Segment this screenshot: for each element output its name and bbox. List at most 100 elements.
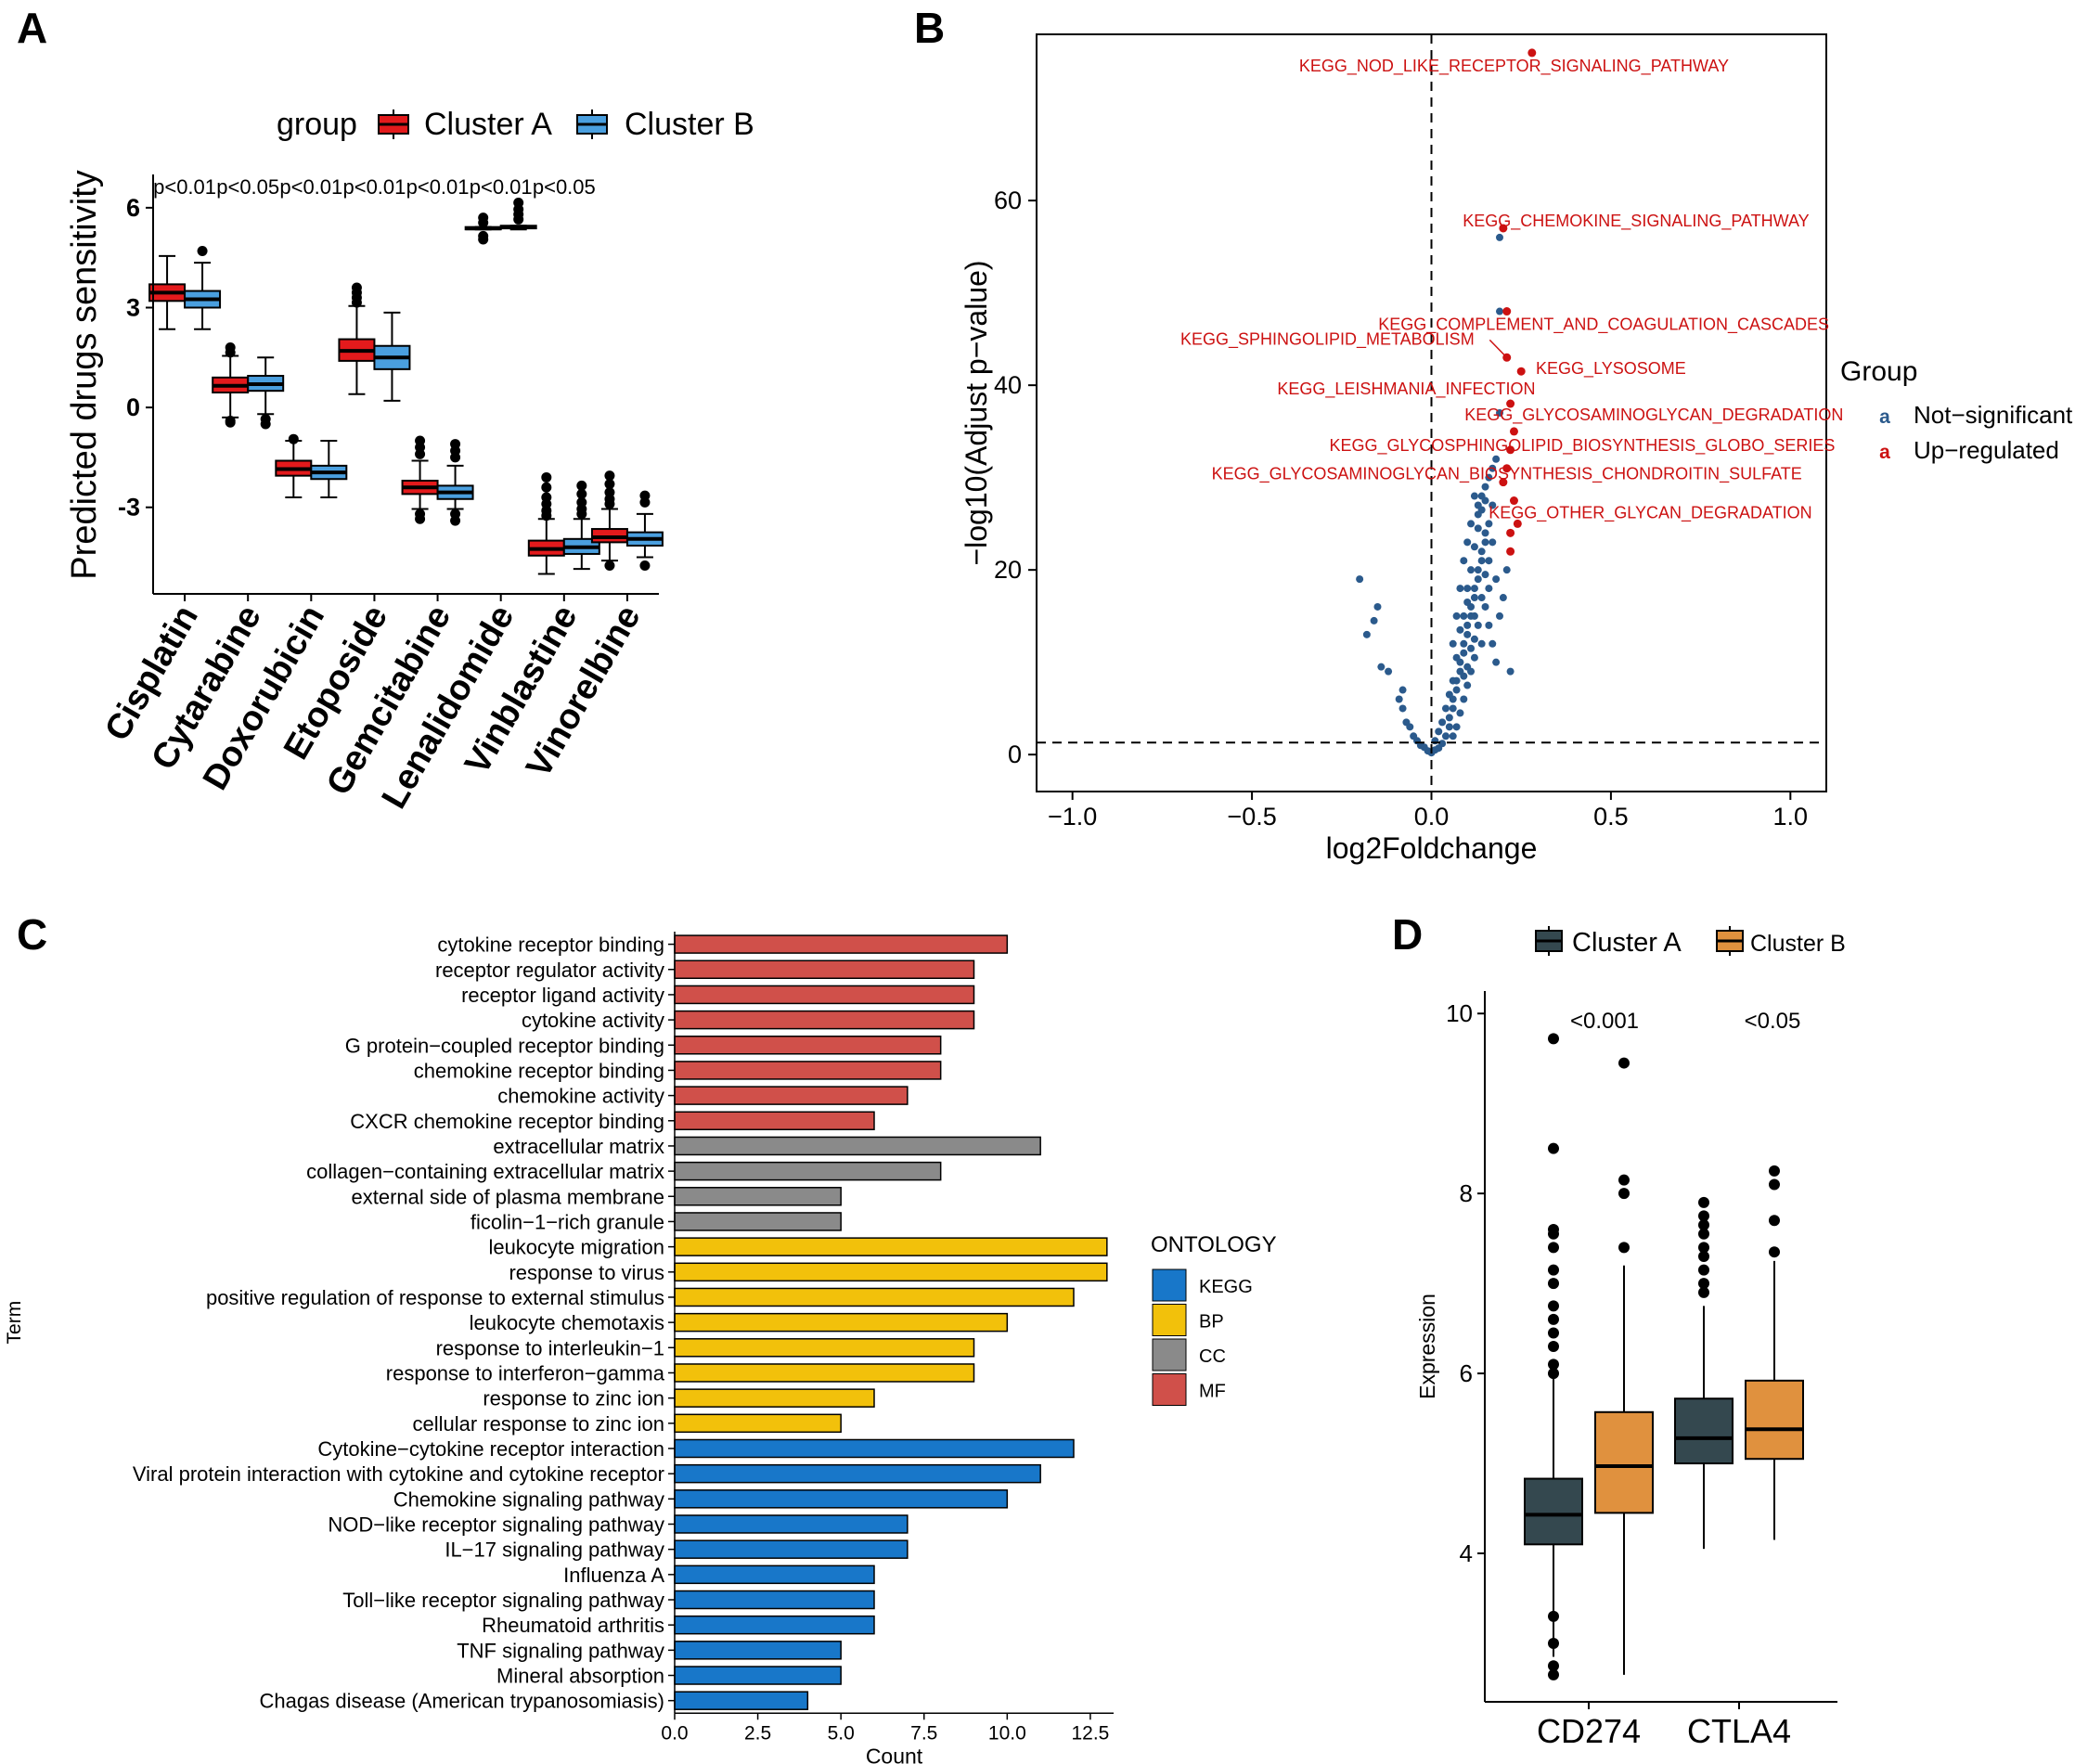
a-box-gemcitabine-cluster-b [436,439,474,526]
a-outlier [604,470,615,482]
b-point-not-significant [1452,723,1461,731]
b-point-not-significant [1485,585,1493,593]
a-box-vinorelbine-cluster-b [625,490,664,572]
c-bar-viral-protein-interaction-with-cytokine-and-cytokine-receptor [674,1463,1041,1484]
b-point-not-significant [1474,524,1482,533]
a-outlier [415,448,426,459]
panel-d-axes: 4 6 8 10 Expression CD274 CTLA4 <0.001 <0.05 [1415,991,1837,1750]
c-bar-response-to-interleukin-1 [674,1338,975,1358]
d-outlier [1698,1251,1709,1263]
panel-b-threshold-lines [1037,34,1826,792]
b-point-not-significant [1467,644,1476,652]
b-point-not-significant [1467,667,1476,676]
b-point-not-significant [1460,695,1468,703]
c-x-tick-label: 12.5 [1071,1722,1109,1744]
d-box-body [1674,1397,1734,1465]
panel-b-points [1356,48,1537,757]
a-outlier [450,452,461,463]
b-point-not-significant [1438,740,1447,748]
b-point-not-significant [1495,307,1503,315]
b-y-tick-label: 40 [994,371,1022,399]
panel-a-boxplot: group Cluster A Cluster B p<0.01 p<0.05 p<0.… [65,107,754,816]
d-y-tick-label: 10 [1446,999,1473,1027]
b-point-not-significant [1495,612,1503,620]
a-outlier [541,482,552,493]
a-box-lenalidomide-cluster-a [464,212,502,245]
b-point-not-significant [1499,594,1507,602]
b-point-not-significant [1449,639,1457,648]
panel-c-legend: ONTOLOGY KEGG BP CC MF [1151,1232,1277,1406]
b-point-not-significant [1481,602,1489,611]
c-term-label-collagen-containing-extracellular-matrix: collagen−containing extracellular matrix [306,1160,664,1183]
d-y-tick-label: 8 [1460,1179,1473,1207]
a-y-tick-label: 0 [126,393,140,421]
d-box-ctla4-cluster-b [1745,1165,1804,1540]
a-outlier [351,282,362,293]
d-box-cd274-cluster-b [1594,1057,1654,1675]
b-point-not-significant [1492,455,1501,463]
a-outlier [478,212,489,224]
c-x-tick-label: 2.5 [744,1722,771,1744]
d-outlier [1548,1033,1559,1045]
a-box-cisplatin-cluster-a [148,254,187,330]
b-point-not-significant [1485,621,1493,629]
b-point-not-significant [1398,686,1407,694]
b-point-up-regulated [1506,399,1515,408]
a-pvalue: p<0.05 [533,175,596,199]
a-box-vinorelbine-cluster-a [590,470,628,572]
b-point-not-significant [1463,538,1472,547]
b-point-not-significant [1445,723,1453,731]
b-point-not-significant [1474,566,1482,574]
b-y-tick-label: 60 [994,187,1022,214]
b-point-not-significant [1477,557,1486,565]
c-x-axis-title: Count [866,1744,923,1764]
d-pvalue: <0.05 [1745,1009,1801,1034]
c-term-label-toll-like-receptor-signaling-pathway: Toll−like receptor signaling pathway [342,1589,664,1612]
c-x-tick-label: 0.0 [661,1722,688,1744]
c-bar-ficolin-1-rich-granule [674,1212,842,1231]
panel-b-volcano: KEGG_NOD_LIKE_RECEPTOR_SIGNALING_PATHWAY… [960,33,2073,865]
b-annotation-kegg-glycosphingolipid-biosynthesis-globo-series: KEGG_GLYCOSPHINGOLIPID_BIOSYNTHESIS_GLOB… [1330,436,1836,456]
b-point-not-significant [1477,639,1486,648]
c-y-axis-title: Term [4,1301,25,1345]
b-point-not-significant [1470,543,1478,551]
c-term-label-chemokine-activity: chemokine activity [497,1085,664,1108]
d-outlier [1548,1264,1559,1276]
b-point-not-significant [1460,612,1468,620]
b-annotation-kegg-nod-like-receptor-signaling-pathway: KEGG_NOD_LIKE_RECEPTOR_SIGNALING_PATHWAY [1299,57,1729,76]
d-outlier [1548,1368,1559,1380]
c-term-label-positive-regulation-of-response-to-external-stimulus: positive regulation of response to exter… [206,1286,664,1309]
b-point-not-significant [1485,473,1493,482]
d-y-tick-label: 4 [1460,1539,1473,1567]
panel-d-legend: Cluster A Cluster B [1535,926,1846,958]
b-x-tick-label: 0.5 [1593,803,1629,830]
b-point-not-significant [1435,727,1443,736]
b-point-not-significant [1489,464,1497,472]
c-legend-key-kegg [1152,1268,1187,1302]
d-outlier [1548,1223,1559,1235]
a-pvalue: p<0.01 [342,175,406,199]
b-point-not-significant [1385,667,1393,676]
a-outlier [197,246,208,257]
c-bar-receptor-ligand-activity [674,985,975,1005]
a-outlier [576,488,587,499]
b-point-not-significant [1438,718,1447,727]
a-outlier [576,480,587,491]
d-outlier [1769,1215,1780,1227]
b-point-not-significant [1502,566,1511,574]
a-outlier [604,498,615,509]
d-outlier [1698,1264,1709,1276]
b-point-not-significant [1463,621,1472,629]
b-point-up-regulated [1509,496,1518,506]
c-legend-label-mf: MF [1199,1382,1226,1402]
b-point-not-significant [1485,520,1493,528]
d-outlier [1548,1358,1559,1371]
b-point-not-significant [1481,538,1489,547]
b-point-not-significant [1460,639,1468,648]
panel-b-legend: Group a Not−significant a Up−regulated [1840,356,2073,464]
panel-letter-a: A [17,4,47,52]
d-legend-label-cluster-a: Cluster A [1572,928,1682,958]
